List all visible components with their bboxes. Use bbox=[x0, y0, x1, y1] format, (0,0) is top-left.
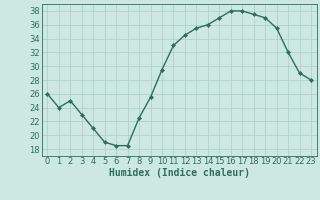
X-axis label: Humidex (Indice chaleur): Humidex (Indice chaleur) bbox=[109, 168, 250, 178]
